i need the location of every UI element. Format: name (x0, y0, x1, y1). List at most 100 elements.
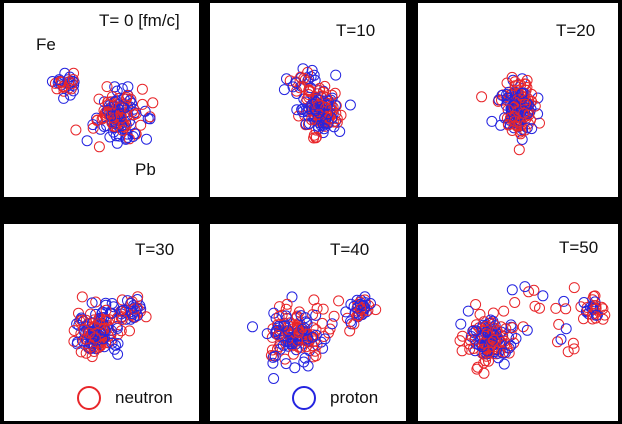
proton-marker (268, 373, 280, 384)
neutron-marker (272, 343, 283, 355)
neutron-marker (498, 346, 510, 358)
neutron-marker (509, 76, 521, 88)
proton-marker (521, 122, 533, 134)
proton-marker (526, 123, 538, 135)
proton-marker (473, 339, 485, 351)
panel-t50: T=50 (418, 224, 618, 421)
neutron-marker (498, 305, 510, 317)
proton-marker (298, 356, 310, 368)
neutron-marker (93, 141, 105, 153)
proton-marker (503, 86, 515, 98)
proton-marker (313, 94, 325, 106)
proton-marker (308, 69, 320, 81)
nucleon-plot (476, 71, 545, 156)
proton-marker (287, 81, 299, 93)
proton-marker (297, 106, 309, 118)
proton-marker (268, 307, 280, 319)
proton-marker (286, 338, 298, 350)
neutron-marker (122, 90, 134, 101)
proton-marker (116, 83, 128, 95)
neutron-marker (94, 318, 106, 330)
neutron-marker (507, 322, 519, 334)
panel-t10: T=10 (210, 3, 406, 197)
proton-marker (510, 333, 522, 344)
neutron-marker (471, 363, 483, 375)
proton-marker (122, 109, 134, 121)
neutron-marker (49, 77, 61, 89)
proton-marker (100, 297, 112, 309)
neutron-marker (560, 303, 572, 315)
neutron-marker (480, 321, 492, 333)
proton-marker (278, 320, 290, 332)
proton-marker (112, 338, 124, 349)
neutron-marker (514, 117, 526, 129)
neutron-marker (87, 122, 99, 134)
proton-marker (116, 120, 128, 132)
panel-t40: T=40 proton (210, 224, 406, 421)
neutron-marker (464, 343, 476, 355)
proton-marker (139, 105, 151, 117)
proton-marker (516, 88, 528, 99)
time-label: T=50 (559, 238, 599, 257)
neutron-marker (500, 323, 512, 335)
neutron-marker (567, 337, 579, 349)
time-label: T=40 (330, 240, 370, 259)
proton-marker (348, 300, 360, 312)
panel-t30: T=30 neutron (4, 224, 199, 421)
proton-marker (297, 103, 309, 115)
proton-marker (505, 340, 517, 352)
neutron-marker (515, 125, 527, 137)
proton-marker (555, 333, 567, 345)
proton-marker (486, 115, 498, 127)
neutron-marker (590, 303, 602, 315)
proton-marker (499, 112, 511, 124)
neutron-marker (103, 330, 114, 342)
neutron-marker (578, 313, 589, 325)
neutron-marker (132, 291, 144, 303)
neutron-marker (456, 345, 468, 357)
proton-marker (111, 137, 123, 149)
neutron-marker (68, 67, 80, 79)
proton-marker (86, 297, 98, 309)
neutron-marker (100, 336, 112, 348)
neutron-marker (115, 112, 127, 124)
neutron-marker (529, 300, 541, 312)
proton-marker (88, 326, 99, 338)
neutron-marker (487, 307, 499, 319)
nucleon-plot (46, 67, 159, 153)
neutron-marker (128, 109, 140, 121)
neutron-marker (102, 99, 114, 111)
target-label: Pb (135, 160, 156, 179)
neutron-marker (331, 113, 343, 125)
neutron-marker (478, 337, 490, 349)
proton-marker (519, 281, 531, 293)
projectile-label: Fe (36, 35, 56, 54)
neutron-marker (291, 335, 303, 347)
proton-marker (122, 81, 134, 93)
proton-marker (267, 357, 279, 369)
time-label: T=20 (556, 21, 596, 40)
neutron-marker (88, 346, 100, 357)
proton-marker (127, 131, 139, 142)
proton-marker (269, 350, 281, 362)
proton-marker (270, 328, 282, 340)
proton-marker (310, 105, 322, 117)
neutron-marker (291, 310, 303, 322)
neutron-marker (136, 83, 148, 95)
neutron-marker (328, 310, 340, 322)
neutron-marker (491, 324, 503, 336)
proton-marker (506, 284, 518, 296)
neutron-marker (562, 346, 574, 358)
neutron-marker (55, 75, 67, 87)
neutron-marker (476, 91, 488, 103)
neutron-marker (124, 325, 135, 337)
proton-marker (310, 329, 322, 341)
neutron-marker (333, 295, 345, 307)
neutron-marker (509, 297, 521, 308)
proton-marker (322, 99, 334, 111)
neutron-marker (67, 74, 79, 85)
proton-marker (97, 333, 109, 345)
proton-marker (125, 298, 137, 309)
neutron-marker (502, 119, 514, 131)
neutron-marker (517, 321, 529, 333)
